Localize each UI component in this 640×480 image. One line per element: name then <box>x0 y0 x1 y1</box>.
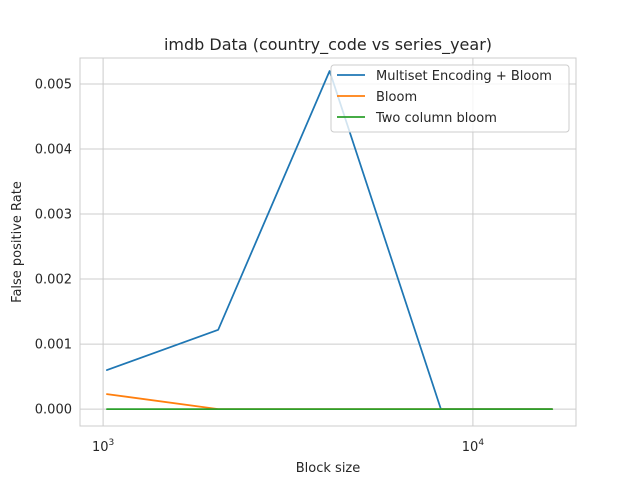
legend-label: Multiset Encoding + Bloom <box>376 69 552 84</box>
legend-label: Two column bloom <box>375 111 497 126</box>
tick-label-layer: 0.000 0.001 0.002 0.003 0.004 0.005 103 104 <box>35 78 485 455</box>
y-axis-label: False positive Rate <box>10 181 25 303</box>
legend: Multiset Encoding + Bloom Bloom Two column… <box>330 64 570 133</box>
x-axis-label: Block size <box>296 461 361 476</box>
x-tick-label: 103 <box>92 438 114 455</box>
y-tick-label: 0.000 <box>35 403 72 418</box>
legend-box <box>330 64 570 133</box>
y-tick-label: 0.002 <box>35 273 72 288</box>
y-tick-label: 0.001 <box>35 338 72 353</box>
y-tick-label: 0.005 <box>35 78 72 93</box>
y-tick-label: 0.004 <box>35 143 72 158</box>
plot-frame <box>79 57 577 427</box>
x-tick-label: 104 <box>462 438 485 455</box>
chart-title: imdb Data (country_code vs series_year) <box>164 35 492 55</box>
legend-label: Bloom <box>376 90 417 105</box>
series-layer <box>106 70 554 410</box>
y-tick-label: 0.003 <box>35 208 72 223</box>
